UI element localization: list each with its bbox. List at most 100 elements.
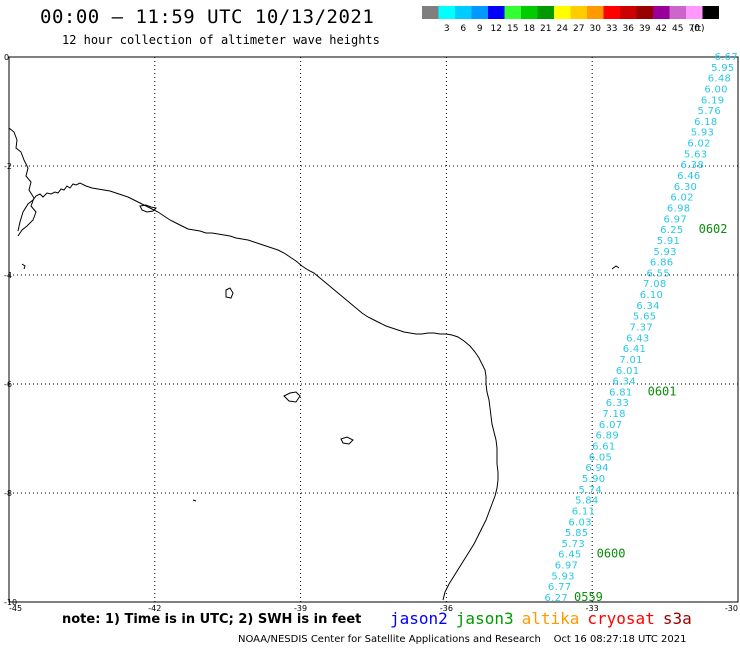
swh-value: 6.55: [647, 268, 670, 279]
scale-swatch: [504, 6, 521, 19]
swh-value: 6.34: [636, 301, 659, 312]
scale-swatch: [587, 6, 604, 19]
swh-value: 6.46: [677, 171, 700, 182]
coastline-west-inlet: [8, 127, 37, 237]
coastline-main: [17, 182, 499, 601]
legend-s3a: s3a: [662, 609, 692, 628]
swh-value: 6.61: [592, 442, 615, 453]
swh-value: 6.77: [548, 582, 571, 593]
scale-label: 12: [491, 24, 502, 34]
lon-tick-label: -39: [294, 604, 307, 613]
lon-tick-label: -36: [440, 604, 453, 613]
swh-value: 6.81: [609, 387, 632, 398]
scale-label: 27: [573, 24, 584, 34]
swh-value: 6.41: [623, 344, 646, 355]
swh-value: 6.18: [694, 117, 717, 128]
island-a: [139, 204, 158, 213]
coastline: [8, 127, 620, 601]
legend-cryosat: cryosat: [587, 609, 655, 628]
lat-tick-label: -8: [4, 489, 12, 498]
island-b: [225, 287, 234, 299]
swh-value: 6.67: [715, 52, 738, 63]
scale-label: 21: [540, 24, 551, 34]
swh-value: 6.97: [664, 214, 687, 225]
scale-unit: (ft): [691, 24, 705, 34]
swh-value: 6.19: [701, 95, 724, 106]
scale-label: 33: [606, 24, 617, 34]
island-g: [611, 265, 620, 270]
swh-value: 6.02: [670, 193, 693, 204]
swh-value: 5.65: [633, 312, 656, 323]
map-frame: [8, 56, 739, 603]
scale-swatch: [603, 6, 620, 19]
scale-swatch: [554, 6, 571, 19]
lat-tick-label: 0: [4, 53, 9, 62]
swh-value: 6.00: [704, 84, 727, 95]
swh-value: 5.85: [565, 528, 588, 539]
scale-label: 6: [460, 24, 466, 34]
track-time-label: 0602: [699, 222, 728, 236]
scale-swatch: [537, 6, 554, 19]
scale-label: 9: [477, 24, 483, 34]
swh-value: 6.38: [681, 160, 704, 171]
lat-tick-label: -4: [4, 271, 12, 280]
legend-altika: altika: [521, 609, 580, 628]
lat-tick-label: -10: [4, 598, 17, 607]
swh-value: 6.07: [599, 420, 622, 431]
swh-value: 5.76: [698, 106, 721, 117]
swh-value: 5.93: [551, 571, 574, 582]
swh-value: 7.18: [602, 409, 625, 420]
scale-swatch: [620, 6, 637, 19]
swh-value: 6.30: [674, 182, 697, 193]
swh-value: 6.01: [616, 366, 639, 377]
legend-jason3: jason3: [455, 609, 514, 628]
swh-value: 7.37: [630, 323, 653, 334]
scale-label: 3: [444, 24, 450, 34]
swh-value: 5.84: [575, 496, 598, 507]
swh-value: 5.95: [711, 63, 734, 74]
map-title: 00:00 – 11:59 UTC 10/13/2021: [40, 6, 375, 28]
swh-value: 6.89: [596, 431, 619, 442]
scale-label: 42: [656, 24, 667, 34]
scale-label: 45: [672, 24, 683, 34]
map-subtitle: 12 hour collection of altimeter wave hei…: [62, 33, 380, 47]
swh-value: 5.73: [562, 539, 585, 550]
lon-tick-label: -42: [148, 604, 161, 613]
scale-swatch: [455, 6, 472, 19]
wave-height-color-scale: 3 6 9 12 15 18 21 24 27 30 33 36 39 42 45 70(ft): [422, 6, 719, 34]
lat-tick-label: -2: [4, 162, 12, 171]
scale-swatch: [653, 6, 670, 19]
lon-tick-label: -33: [586, 604, 599, 613]
swh-value: 6.97: [555, 561, 578, 572]
satellite-track-swh-labels: 6.675.956.486.006.195.766.185.936.025.63…: [545, 52, 738, 604]
swh-value: 5.63: [684, 149, 707, 160]
track-time-label: 0600: [597, 547, 626, 561]
swh-value: 5.90: [582, 474, 605, 485]
scale-label: 30: [590, 24, 602, 34]
swh-value: 6.34: [613, 377, 636, 388]
credit-line: NOAA/NESDIS Center for Satellite Applica…: [238, 634, 687, 645]
footer-note: note: 1) Time is in UTC; 2) SWH is in fe…: [62, 612, 362, 627]
graticule: [9, 57, 738, 602]
swh-value: 6.33: [606, 398, 629, 409]
legend-jason2: jason2: [390, 609, 448, 628]
scale-swatch: [669, 6, 686, 19]
track-time-label: 0559: [574, 590, 603, 604]
scale-label: 70: [689, 24, 701, 34]
scale-swatch: [570, 6, 587, 19]
island-e: [192, 499, 197, 502]
swh-value: 6.25: [660, 225, 683, 236]
swh-value: 6.05: [589, 452, 612, 463]
swh-value: 6.48: [708, 74, 731, 85]
lon-tick-label: -30: [725, 604, 738, 613]
swh-value: 5.74: [579, 485, 602, 496]
swh-value: 5.91: [657, 236, 680, 247]
satellite-track-time-labels: 0602 0601 0600 0559: [574, 222, 728, 604]
scale-swatch: [438, 6, 455, 19]
scale-swatch: [471, 6, 488, 19]
swh-value: 6.45: [558, 550, 581, 561]
lat-tick-label: -6: [4, 380, 12, 389]
scale-label: 18: [524, 24, 536, 34]
scale-swatch: [636, 6, 653, 19]
swh-value: 5.93: [691, 128, 714, 139]
